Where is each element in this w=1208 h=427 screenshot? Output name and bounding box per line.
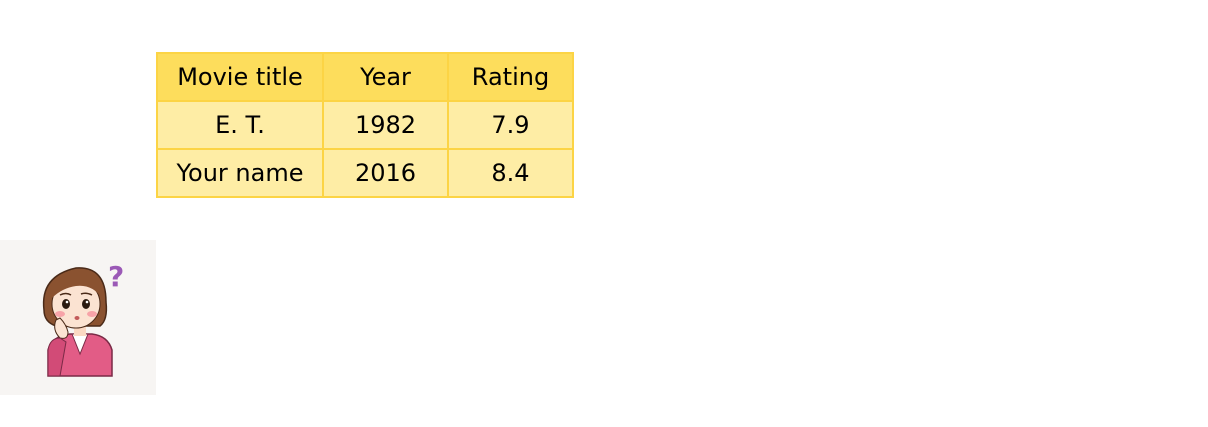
header-rating: Rating [447,52,574,102]
cell-year: 1982 [322,100,449,150]
confused-woman-avatar-icon: ? [42,260,124,377]
table-row: Your name 2016 8.4 [156,148,574,198]
cell-year: 2016 [322,148,449,198]
avatar-panel: ? [0,240,156,395]
header-movie-title: Movie title [156,52,324,102]
question-mark-icon: ? [108,260,124,293]
table-header-row: Movie title Year Rating [156,52,574,102]
cell-movie-title: E. T. [156,100,324,150]
cell-rating: 8.4 [447,148,574,198]
cell-movie-title: Your name [156,148,324,198]
table-row: E. T. 1982 7.9 [156,100,574,150]
header-year: Year [322,52,449,102]
movie-table: Movie title Year Rating E. T. 1982 7.9 Y… [156,52,574,198]
cell-rating: 7.9 [447,100,574,150]
